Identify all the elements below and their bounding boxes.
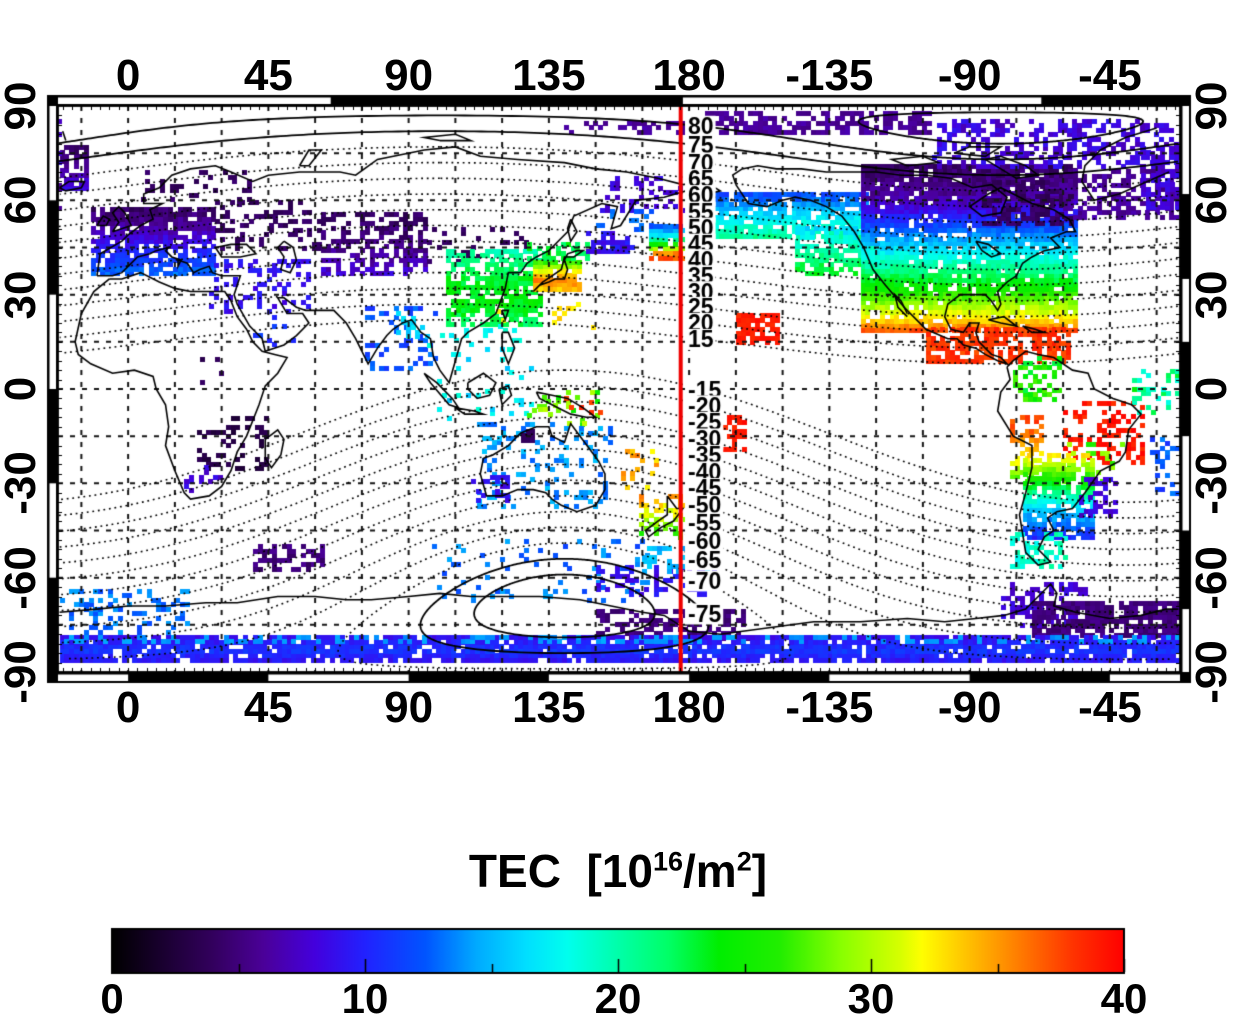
lat-tick-label-right: -60 <box>1187 545 1235 610</box>
lat-tick-label-right: -30 <box>1187 451 1235 516</box>
lon-tick-label-top: 45 <box>243 51 293 100</box>
colorbar-title: TEC [1016/m2] <box>469 846 767 897</box>
lon-tick-label-top: -90 <box>937 51 1002 100</box>
lat-tick-label-left: -60 <box>0 545 45 610</box>
lat-tick-label-left: -90 <box>0 640 45 704</box>
lat-tick-label-left: 90 <box>0 81 45 131</box>
lon-tick-label-top: -45 <box>1078 51 1142 100</box>
map-canvas <box>0 0 1235 780</box>
colorbar-tick-label: 0 <box>100 975 124 1021</box>
lon-tick-label-bottom: 180 <box>652 683 726 732</box>
colorbar-title-exponent: 16 <box>652 846 684 877</box>
lon-tick-label-top: 90 <box>384 51 434 100</box>
lat-tick-label-right: 60 <box>1187 175 1235 225</box>
lon-tick-label-bottom: 0 <box>115 683 141 732</box>
lon-tick-label-top: -135 <box>785 51 874 100</box>
colorbar-tick-label: 20 <box>594 975 642 1021</box>
lon-tick-label-top: 135 <box>512 51 586 100</box>
colorbar-title-exponent2: 2 <box>736 846 752 877</box>
lat-tick-label-right: 0 <box>1187 376 1235 402</box>
lat-tick-label-left: 60 <box>0 175 45 225</box>
lon-tick-label-top: 0 <box>115 51 141 100</box>
lat-tick-label-left: 0 <box>0 376 45 402</box>
colorbar-tick-label: 30 <box>847 975 895 1021</box>
colorbar-title-suffix: ] <box>751 845 768 897</box>
lat-tick-label-right: 30 <box>1187 270 1235 320</box>
colorbar-gradient <box>106 925 1130 981</box>
lon-tick-label-bottom: -135 <box>785 683 874 732</box>
lat-tick-label-left: -30 <box>0 451 45 516</box>
lon-tick-label-bottom: -45 <box>1078 683 1142 732</box>
colorbar-title-unit: /m <box>683 845 737 897</box>
lon-tick-label-top: 180 <box>652 51 726 100</box>
colorbar-title-prefix: TEC [10 <box>468 845 653 897</box>
colorbar-tick-label: 40 <box>1100 975 1148 1021</box>
lat-tick-label-right: -90 <box>1187 640 1235 704</box>
lon-tick-label-bottom: 90 <box>384 683 434 732</box>
lon-tick-label-bottom: 45 <box>243 683 293 732</box>
colorbar-tick-label: 10 <box>341 975 389 1021</box>
lat-tick-label-right: 90 <box>1187 81 1235 131</box>
lon-tick-label-bottom: -90 <box>937 683 1002 732</box>
lon-tick-label-bottom: 135 <box>512 683 586 732</box>
lat-tick-label-left: 30 <box>0 270 45 320</box>
